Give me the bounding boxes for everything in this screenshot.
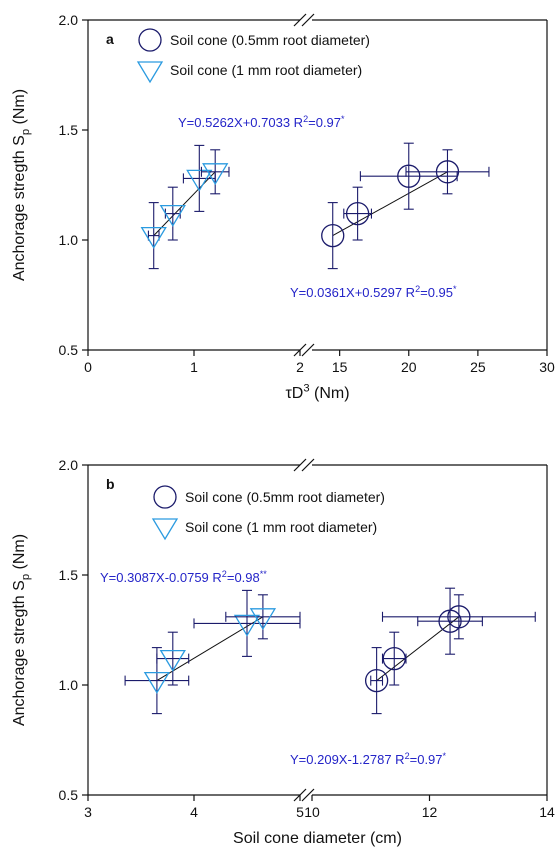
panel-label: b [106, 476, 115, 492]
point [435, 160, 460, 184]
y-axis-label: Anchorage stregth Sp (Nm) [11, 534, 32, 726]
point [140, 226, 167, 249]
y-tick-label: 1.0 [59, 677, 79, 693]
y-tick-label: 1.0 [59, 232, 79, 248]
legend-marker [153, 485, 177, 509]
annotation-part: 2 [405, 751, 410, 761]
annotation: Y=0.209X-1.2787 R2=0.97* [290, 751, 447, 767]
legend-marker [138, 28, 162, 52]
fit-line [376, 616, 460, 681]
y-tick-label: 1.5 [59, 122, 79, 138]
x-axis-label: τD3 (Nm) [285, 383, 349, 402]
fit-line [332, 171, 448, 237]
x-axis-label: Soil cone diameter (cm) [233, 830, 402, 847]
point [159, 204, 186, 227]
point [159, 649, 186, 672]
panel-label: a [106, 31, 114, 47]
x-tick-label: 4 [190, 804, 198, 820]
point [202, 163, 229, 186]
annotation-part: 2 [222, 569, 227, 579]
annotation-part: =0.98 [227, 570, 260, 585]
point [249, 608, 277, 631]
x-tick-label: 5 [296, 804, 304, 820]
fit-line [153, 171, 216, 236]
legend-label: Soil cone (0.5mm root diameter) [185, 489, 385, 505]
x-tick-label: 2 [296, 359, 304, 375]
annotation: Y=0.3087X-0.0759 R2=0.98** [100, 569, 267, 585]
point [143, 671, 171, 694]
legend-label: Soil cone (1 mm root diameter) [185, 519, 377, 535]
x-tick-label: 0 [84, 359, 92, 375]
x-axis-label-part: 3 [303, 383, 309, 395]
annotation-part: Y=0.209X-1.2787 R [290, 752, 405, 767]
x-tick-label: 25 [470, 359, 486, 375]
point [321, 223, 345, 248]
x-tick-label: 12 [422, 804, 438, 820]
annotation-part: * [443, 751, 447, 761]
y-tick-label: 2.0 [59, 12, 79, 28]
x-tick-label: 10 [304, 804, 320, 820]
x-tick-label: 3 [84, 804, 92, 820]
x-tick-label: 15 [332, 359, 348, 375]
y-axis-label-part: Anchorage stregth S [11, 580, 28, 726]
point [233, 614, 261, 637]
legend-marker [151, 518, 179, 541]
x-axis-label-part: τD [285, 385, 303, 402]
point [186, 169, 213, 192]
annotation: Y=0.5262X+0.7033 R2=0.97* [178, 114, 345, 130]
point [345, 201, 370, 226]
y-axis-label-part: p [20, 574, 32, 580]
annotation: Y=0.0361X+0.5297 R2=0.95* [290, 284, 457, 300]
x-tick-label: 30 [539, 359, 555, 375]
y-axis-label-part: p [20, 129, 32, 135]
axis-break [301, 13, 315, 27]
axis-break [301, 458, 315, 472]
legend-label: Soil cone (1 mm root diameter) [170, 62, 362, 78]
y-tick-label: 0.5 [59, 342, 79, 358]
x-tick-label: 14 [539, 804, 555, 820]
y-axis-label-part: (Nm) [11, 534, 28, 574]
x-tick-label: 1 [190, 359, 198, 375]
fit-line [156, 616, 264, 682]
y-tick-label: 2.0 [59, 457, 79, 473]
legend-label: Soil cone (0.5mm root diameter) [170, 32, 370, 48]
annotation-part: =0.97 [410, 752, 443, 767]
annotation-part: =0.97 [308, 115, 341, 130]
annotation-part: 2 [303, 114, 308, 124]
point [397, 164, 421, 188]
axis-break [301, 788, 315, 802]
axis-break [293, 13, 307, 27]
x-axis-label-part: Soil cone diameter (cm) [233, 830, 402, 847]
y-axis-label-part: (Nm) [11, 89, 28, 129]
annotation-part: * [341, 114, 345, 124]
axis-break [301, 343, 315, 357]
annotation-part: 2 [415, 284, 420, 294]
y-tick-label: 0.5 [59, 787, 79, 803]
point [447, 605, 471, 629]
annotation-part: =0.95 [420, 285, 453, 300]
y-axis-label-part: Anchorage stregth S [11, 135, 28, 281]
annotation-part: Y=0.5262X+0.7033 R [178, 115, 303, 130]
x-axis-label-part: (Nm) [310, 385, 350, 402]
annotation-part: Y=0.0361X+0.5297 R [290, 285, 415, 300]
y-axis-label: Anchorage stregth Sp (Nm) [11, 89, 32, 281]
annotation-part: * [453, 284, 457, 294]
point [364, 668, 389, 693]
y-tick-label: 1.5 [59, 567, 79, 583]
annotation-part: Y=0.3087X-0.0759 R [100, 570, 222, 585]
legend-marker [136, 61, 164, 84]
point [382, 646, 406, 671]
x-tick-label: 20 [401, 359, 417, 375]
axis-break [293, 458, 307, 472]
annotation-part: ** [260, 569, 268, 579]
